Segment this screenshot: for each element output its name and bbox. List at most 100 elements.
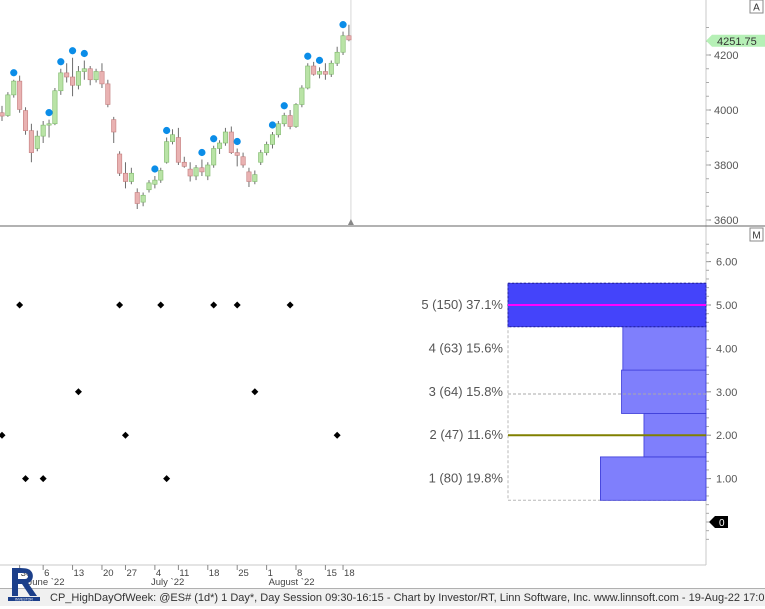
candle [140, 194, 146, 203]
day-of-week-point [233, 301, 241, 309]
day-of-week-point [251, 388, 259, 396]
price-tick-label: 4000 [714, 105, 738, 117]
pane-a-button[interactable] [749, 0, 764, 14]
histogram-label: 3 (64) 15.8% [429, 384, 504, 399]
candle [234, 152, 240, 156]
candle [187, 168, 193, 177]
candle [328, 62, 334, 75]
time-tick-label: 13 [74, 568, 85, 579]
value-tick-label: 6.00 [716, 257, 737, 269]
candle [305, 65, 311, 89]
month-label: July `22 [151, 577, 184, 588]
candle [17, 80, 23, 110]
weekly-high-marker [280, 102, 288, 110]
candle [228, 131, 234, 153]
value-tick-label: 2.00 [716, 430, 737, 442]
candle [46, 123, 52, 126]
day-of-week-point [163, 475, 171, 483]
candle [281, 115, 287, 125]
histogram-bar [600, 456, 707, 501]
time-tick-label: 8 [297, 568, 302, 579]
time-tick-label: 1 [268, 568, 273, 579]
status-bar: CP_HighDayOfWeek: @ES# (1d*) 1 Day*, Day… [0, 588, 765, 606]
weekly-high-marker [339, 21, 347, 29]
time-tick-label: 11 [179, 568, 189, 579]
time-tick-label: 27 [126, 568, 137, 579]
candle [258, 152, 264, 163]
time-tick-label: 25 [238, 568, 249, 579]
histogram-label: 1 (80) 19.8% [429, 471, 504, 486]
candle [240, 156, 246, 166]
candle [11, 80, 17, 96]
investor-rt-logo: INVESTOR [6, 564, 44, 604]
candle [70, 76, 76, 86]
candle [269, 134, 275, 145]
candle [64, 72, 70, 78]
time-tick-label: 18 [209, 568, 220, 579]
price-tick-label: 3800 [714, 160, 738, 172]
candle [52, 90, 58, 125]
candle [181, 161, 187, 167]
candle [87, 68, 93, 81]
candle [322, 71, 328, 75]
candle [105, 83, 111, 105]
day-of-week-point [286, 301, 294, 309]
price-tick-label: 4200 [714, 50, 738, 62]
candle [311, 65, 317, 75]
time-tick-label: 20 [103, 568, 114, 579]
weekly-high-marker [57, 58, 65, 66]
month-label: June `22 [28, 577, 65, 588]
candle [211, 148, 217, 166]
day-of-week-point [16, 301, 24, 309]
candle [99, 71, 105, 85]
histogram-label: 4 (63) 15.6% [429, 340, 504, 355]
candle [252, 174, 258, 182]
candle [222, 131, 228, 144]
candle [170, 134, 176, 142]
last-price-label: 4251.75 [717, 36, 757, 48]
candle [346, 35, 352, 41]
day-of-week-point [333, 431, 341, 439]
value-tick-label: 3.00 [716, 387, 737, 399]
candle [293, 104, 299, 127]
histogram-bar [621, 369, 707, 414]
candle [275, 123, 281, 136]
candle [122, 172, 128, 182]
candle [128, 172, 134, 182]
day-of-week-point [39, 475, 47, 483]
time-tick-label: 15 [326, 568, 337, 579]
day-of-week-point [121, 431, 129, 439]
candle [246, 171, 252, 182]
pane-a-label: A [753, 3, 760, 14]
candle [217, 142, 223, 149]
candle [340, 35, 346, 53]
candle [75, 71, 81, 86]
weekly-high-marker [80, 49, 88, 58]
weekly-high-marker [68, 47, 77, 55]
last-value-tag [709, 516, 728, 528]
day-of-week-point [0, 431, 6, 439]
candle [334, 51, 340, 64]
candle [175, 137, 181, 163]
candle [40, 124, 46, 137]
candle [299, 87, 305, 105]
day-of-week-point [157, 301, 165, 309]
last-value-label: 0 [719, 518, 725, 529]
pane-m-button[interactable] [749, 227, 764, 242]
weekly-high-marker [268, 121, 277, 129]
chart-area[interactable]: 36003800400042004251.75A1.002.003.004.00… [0, 0, 765, 588]
weekly-high-marker [210, 135, 218, 143]
weekly-high-marker [198, 148, 206, 157]
candle [34, 135, 40, 149]
cursor-marker [347, 219, 354, 225]
candle [146, 182, 152, 191]
candle [81, 68, 87, 72]
pane-m-label: M [752, 231, 760, 242]
weekly-high-marker [233, 137, 241, 146]
value-tick-label: 1.00 [716, 474, 737, 486]
day-of-week-point [210, 301, 218, 309]
candle [158, 170, 164, 181]
candle [317, 71, 323, 75]
candle [152, 179, 158, 185]
candle [193, 167, 199, 177]
